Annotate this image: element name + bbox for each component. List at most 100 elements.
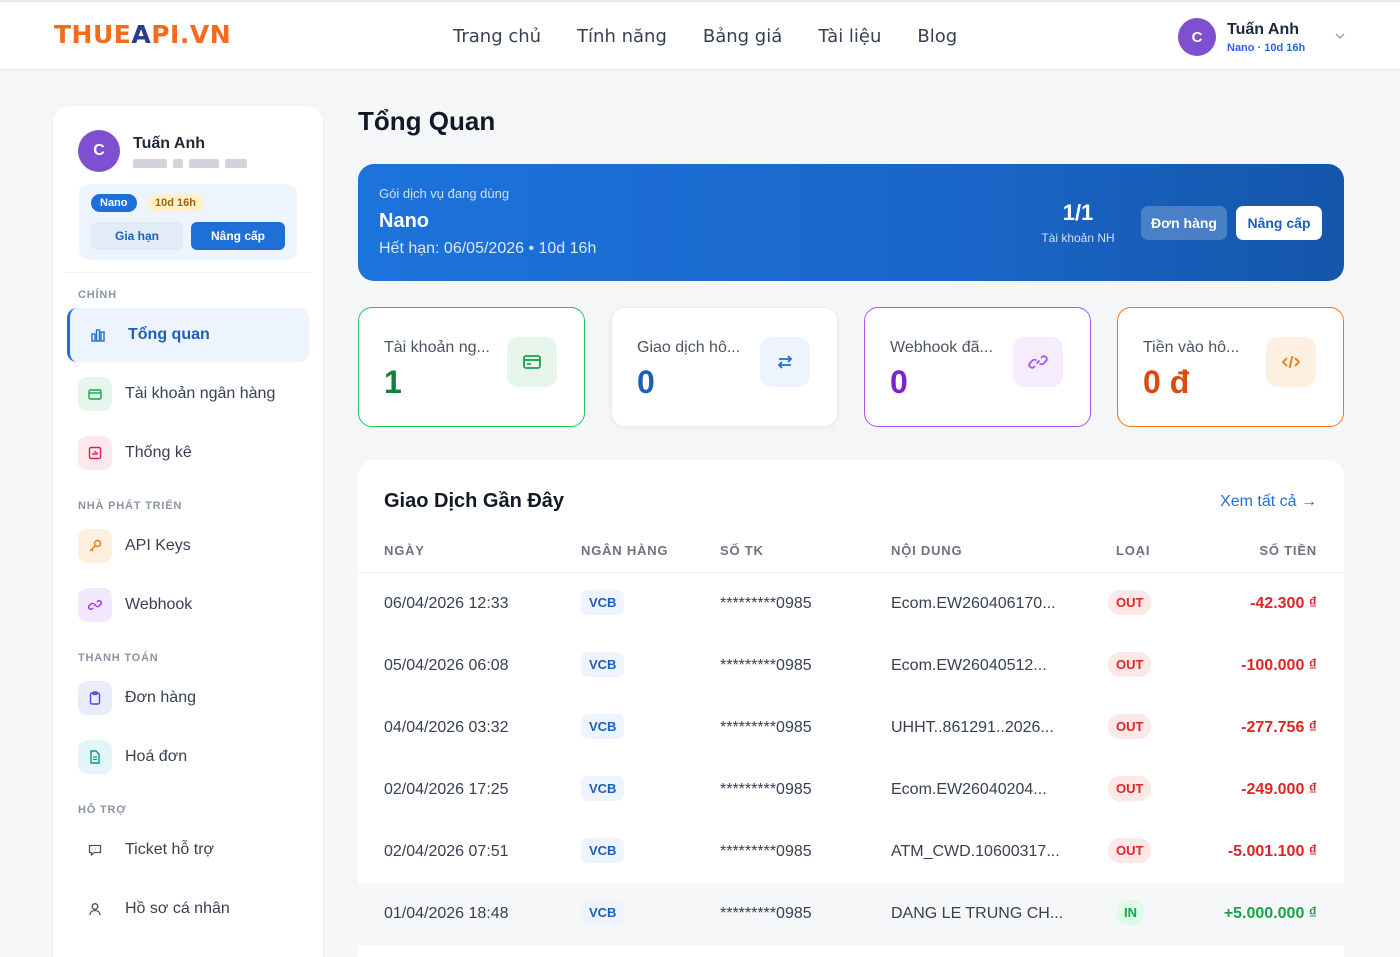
section-support: HỖ TRỢ xyxy=(78,804,127,816)
bank-account-count: 1/1 xyxy=(1062,200,1094,225)
banner-plan: Nano xyxy=(379,210,429,232)
sidebar-item-overview[interactable]: Tổng quan xyxy=(67,308,309,362)
logo-text-3: PI.VN xyxy=(151,20,232,49)
nav-features[interactable]: Tính năng xyxy=(577,26,667,47)
upgrade-button[interactable]: Nâng cấp xyxy=(191,222,285,250)
user-menu[interactable]: C Tuấn Anh Nano · 10d 16h xyxy=(1178,18,1347,56)
page-title: Tổng Quan xyxy=(358,106,496,136)
tx-date: 02/04/2026 07:51 xyxy=(384,843,509,860)
stat-title: Giao dịch hô... xyxy=(637,339,741,356)
table-row[interactable]: 02/04/2026 07:51 VCB *********0985 ATM_C… xyxy=(358,821,1344,883)
code-icon xyxy=(1266,337,1316,387)
document-icon xyxy=(78,740,112,774)
nav-pricing[interactable]: Bảng giá xyxy=(702,26,783,47)
sidebar-item-webhook[interactable]: Webhook xyxy=(67,578,309,632)
extend-button[interactable]: Gia hạn xyxy=(91,222,183,250)
sidebar-item-profile[interactable]: Hồ sơ cá nhân xyxy=(67,882,309,936)
card-icon xyxy=(78,377,112,411)
table-row[interactable]: 06/04/2026 12:33 VCB *********0985 Ecom.… xyxy=(358,573,1344,635)
bank-badge: VCB xyxy=(581,776,625,801)
bank-badge: VCB xyxy=(581,652,625,677)
tx-amount: -42.300 ₫ xyxy=(1250,595,1317,612)
stat-title: Tiền vào hô... xyxy=(1143,339,1240,356)
sidebar: C Tuấn Anh Nano 10d 16h Gia hạn Nâng cấp… xyxy=(53,106,323,957)
time-badge: 10d 16h xyxy=(147,194,204,212)
tx-account: *********0985 xyxy=(720,905,812,922)
sidebar-item-label: Webhook xyxy=(125,596,193,613)
section-main: CHÍNH xyxy=(78,289,117,301)
section-pay: THANH TOÁN xyxy=(78,652,159,664)
tx-account: *********0985 xyxy=(720,781,812,798)
chevron-down-icon xyxy=(1333,29,1347,46)
sidebar-item-label: Tổng quan xyxy=(128,326,210,343)
banner-label: Gói dịch vụ đang dùng xyxy=(379,186,510,201)
tx-date: 05/04/2026 06:08 xyxy=(384,657,509,674)
table-row[interactable]: 04/04/2026 03:32 VCB *********0985 UHHT.… xyxy=(358,697,1344,759)
col-type: LOẠI xyxy=(1116,543,1151,558)
col-date: NGÀY xyxy=(384,543,425,558)
redacted-email xyxy=(133,158,247,168)
sidebar-item-orders[interactable]: Đơn hàng xyxy=(67,671,309,725)
sidebar-item-label: Hoá đơn xyxy=(125,748,188,765)
col-amount: SỐ TIỀN xyxy=(1259,543,1317,558)
avatar: C xyxy=(1178,18,1216,56)
sidebar-item-api-keys[interactable]: API Keys xyxy=(67,519,309,573)
tx-account: *********0985 xyxy=(720,657,812,674)
col-content: NỘI DUNG xyxy=(891,543,963,558)
stat-value: 0 đ xyxy=(1143,364,1190,400)
tx-content: Ecom.EW26040204... xyxy=(891,781,1047,798)
user-name: Tuấn Anh xyxy=(1227,20,1299,38)
tx-content: UHHT..861291..2026... xyxy=(891,719,1054,736)
link-icon xyxy=(78,588,112,622)
bank-badge: VCB xyxy=(581,838,625,863)
section-dev: NHÀ PHÁT TRIỂN xyxy=(78,500,183,512)
sidebar-item-invoices[interactable]: Hoá đơn xyxy=(67,730,309,784)
recent-transactions: Giao Dịch Gần Đây Xem tất cả → NGÀY NGÂN… xyxy=(358,460,1344,957)
sidebar-item-stats[interactable]: Thống kê xyxy=(67,426,309,480)
sidebar-item-label: Tài khoản ngân hàng xyxy=(125,385,276,402)
chat-icon xyxy=(78,833,112,867)
plan-box: Nano 10d 16h Gia hạn Nâng cấp xyxy=(79,184,297,260)
bank-account-count-label: Tài khoản NH xyxy=(1041,231,1115,245)
orders-button[interactable]: Đơn hàng xyxy=(1141,206,1227,240)
tx-amount: -100.000 ₫ xyxy=(1241,657,1317,674)
tx-amount: +5.000.000 ₫ xyxy=(1223,905,1317,922)
type-badge: OUT xyxy=(1108,652,1152,677)
stat-value: 0 xyxy=(890,364,908,400)
stat-value: 1 xyxy=(384,364,402,400)
type-badge: OUT xyxy=(1108,776,1152,801)
sidebar-item-label: Hồ sơ cá nhân xyxy=(125,900,230,917)
table-row[interactable]: 05/04/2026 06:08 VCB *********0985 Ecom.… xyxy=(358,635,1344,697)
user-plan-info: Nano · 10d 16h xyxy=(1227,41,1306,54)
stat-value: 0 xyxy=(637,364,655,400)
sidebar-item-label: API Keys xyxy=(125,537,191,554)
sidebar-item-bank[interactable]: Tài khoản ngân hàng xyxy=(67,367,309,421)
nav-blog[interactable]: Blog xyxy=(917,26,958,47)
stat-card-bank-accounts[interactable]: Tài khoản ng... 1 xyxy=(358,307,585,427)
tx-date: 01/04/2026 18:48 xyxy=(384,905,509,922)
main-nav: Trang chủ Tính năng Bảng giá Tài liệu Bl… xyxy=(453,26,993,47)
upgrade-button[interactable]: Nâng cấp xyxy=(1236,206,1322,240)
divider xyxy=(65,272,311,273)
sidebar-user-name: Tuấn Anh xyxy=(133,134,205,152)
view-all-link[interactable]: Xem tất cả → xyxy=(1220,493,1317,510)
sidebar-item-ticket[interactable]: Ticket hỗ trợ xyxy=(67,823,309,877)
user-icon xyxy=(78,892,112,926)
key-icon xyxy=(78,529,112,563)
nav-docs[interactable]: Tài liệu xyxy=(818,26,882,47)
section-title: Giao Dịch Gần Đây xyxy=(384,490,565,512)
stat-card-income[interactable]: Tiền vào hô... 0 đ xyxy=(1117,307,1344,427)
banner-expiry: Hết hạn: 06/05/2026 • 10d 16h xyxy=(379,240,597,257)
stat-title: Webhook đã... xyxy=(890,339,993,356)
sidebar-item-label: Thống kê xyxy=(125,444,192,461)
brand-logo[interactable]: THUEAPI.VN xyxy=(54,20,231,49)
table-row[interactable]: 02/04/2026 17:25 VCB *********0985 Ecom.… xyxy=(358,759,1344,821)
stats-icon xyxy=(78,436,112,470)
bank-badge: VCB xyxy=(581,714,625,739)
nav-home[interactable]: Trang chủ xyxy=(453,26,542,47)
divider xyxy=(358,572,1344,573)
tx-amount: -277.756 ₫ xyxy=(1241,719,1317,736)
stat-card-transactions[interactable]: Giao dịch hô... 0 xyxy=(611,307,838,427)
stat-card-webhooks[interactable]: Webhook đã... 0 xyxy=(864,307,1091,427)
table-row[interactable]: 01/04/2026 18:48 VCB *********0985 DANG … xyxy=(358,883,1344,945)
